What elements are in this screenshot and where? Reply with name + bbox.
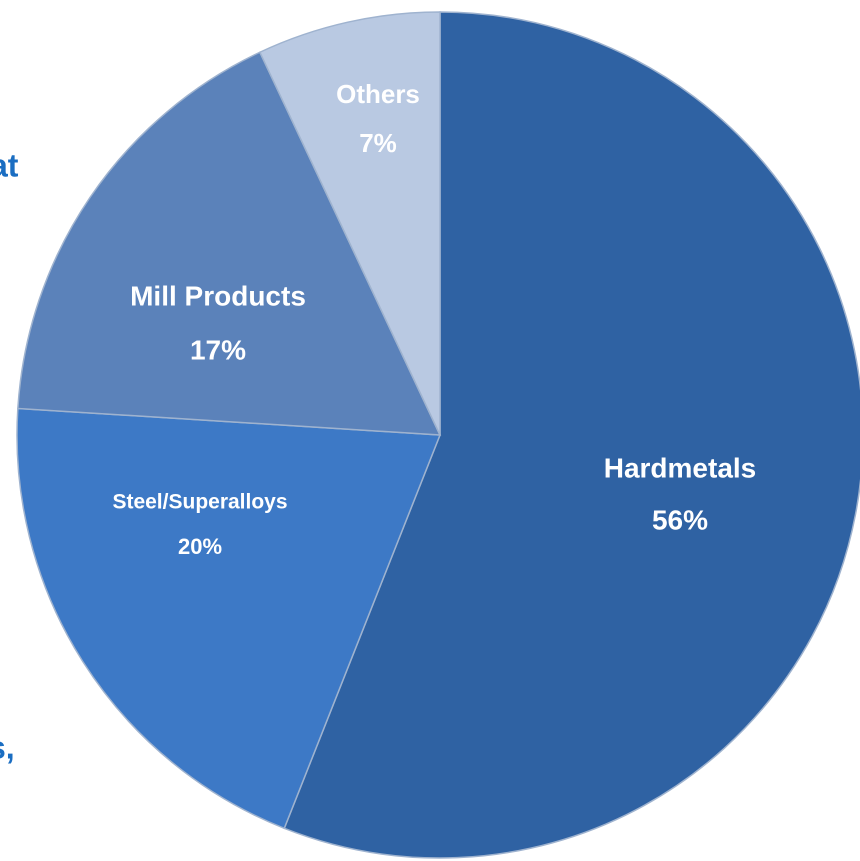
pie-slice: [17, 51, 442, 436]
pie: [16, 11, 860, 859]
slice-label: Mill Products: [130, 280, 306, 311]
slice-value-label: 20%: [178, 534, 222, 559]
cropped-text: s,: [0, 729, 15, 765]
slice-label: Others: [336, 79, 420, 109]
pie-slice: [16, 407, 442, 830]
slice-value-label: 56%: [652, 504, 708, 535]
slice-value-label: 17%: [190, 334, 246, 365]
labels: Hardmetals 56% Steel/Superalloys 20% Mill Pr…: [112, 79, 756, 559]
pie-slice: [283, 11, 860, 859]
cropped-text: at: [0, 147, 19, 183]
slice-value-label: 7%: [359, 128, 397, 158]
slice-label: Steel/Superalloys: [112, 491, 287, 514]
slice-label: Hardmetals: [604, 452, 757, 483]
pie-slice: [258, 11, 441, 436]
